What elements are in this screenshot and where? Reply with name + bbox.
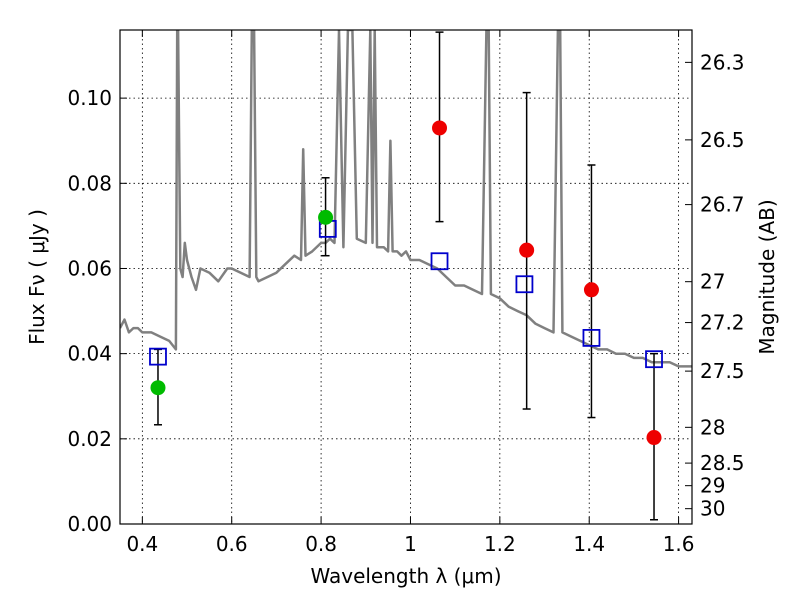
y-tick-label: 0.08 <box>67 171 112 195</box>
model-photometry-square <box>149 347 167 366</box>
x-tick-label: 1 <box>404 532 417 556</box>
right-tick-label: 26.3 <box>700 50 745 74</box>
right-tick-label: 29 <box>700 474 725 498</box>
detection-point <box>432 120 448 136</box>
model-photometry-square <box>582 328 601 347</box>
y-axis-right-label: Magnitude (AB) <box>755 199 779 354</box>
right-tick-label: 26.5 <box>700 128 745 152</box>
y-axis-label: Flux Fν ( μJy ) <box>25 209 49 345</box>
x-tick-label: 0.4 <box>126 532 158 556</box>
x-tick-label: 0.8 <box>305 532 337 556</box>
right-tick-label: 28 <box>700 415 725 439</box>
x-axis-label: Wavelength λ (μm) <box>310 564 501 588</box>
right-tick-label: 27 <box>700 270 725 294</box>
y-tick-label: 0.10 <box>67 86 112 110</box>
x-tick-label: 1.2 <box>484 532 516 556</box>
detection-point <box>646 430 662 446</box>
detection-point <box>583 282 599 298</box>
x-tick-label: 1.6 <box>663 532 695 556</box>
model-photometry-square <box>430 252 449 271</box>
right-tick-label: 28.5 <box>700 451 745 475</box>
y-tick-label: 0.00 <box>67 512 112 536</box>
right-tick-label: 27.5 <box>700 359 745 383</box>
model-photometry-square <box>645 350 663 369</box>
right-tick-label: 26.7 <box>700 193 745 217</box>
right-tick-label: 27.2 <box>700 311 745 335</box>
y-tick-label: 0.02 <box>67 427 112 451</box>
plot-frame <box>119 29 693 525</box>
right-tick-label: 30 <box>700 497 725 521</box>
y-tick-label: 0.06 <box>67 256 112 280</box>
model-photometry-square <box>515 275 534 294</box>
detection-point <box>150 380 166 396</box>
detection-point <box>318 209 334 225</box>
x-tick-label: 0.6 <box>216 532 248 556</box>
plot-area <box>120 30 692 521</box>
y-tick-label: 0.04 <box>67 342 112 366</box>
grid-lines <box>120 30 692 525</box>
sed-model-line <box>120 30 692 368</box>
x-tick-label: 1.4 <box>573 532 605 556</box>
axes: 0.4 0.6 0.8 1 1.2 1.4 1.6 0.00 0.02 0.04 0.06 0.08 0… <box>67 29 745 556</box>
detection-point <box>519 242 535 258</box>
